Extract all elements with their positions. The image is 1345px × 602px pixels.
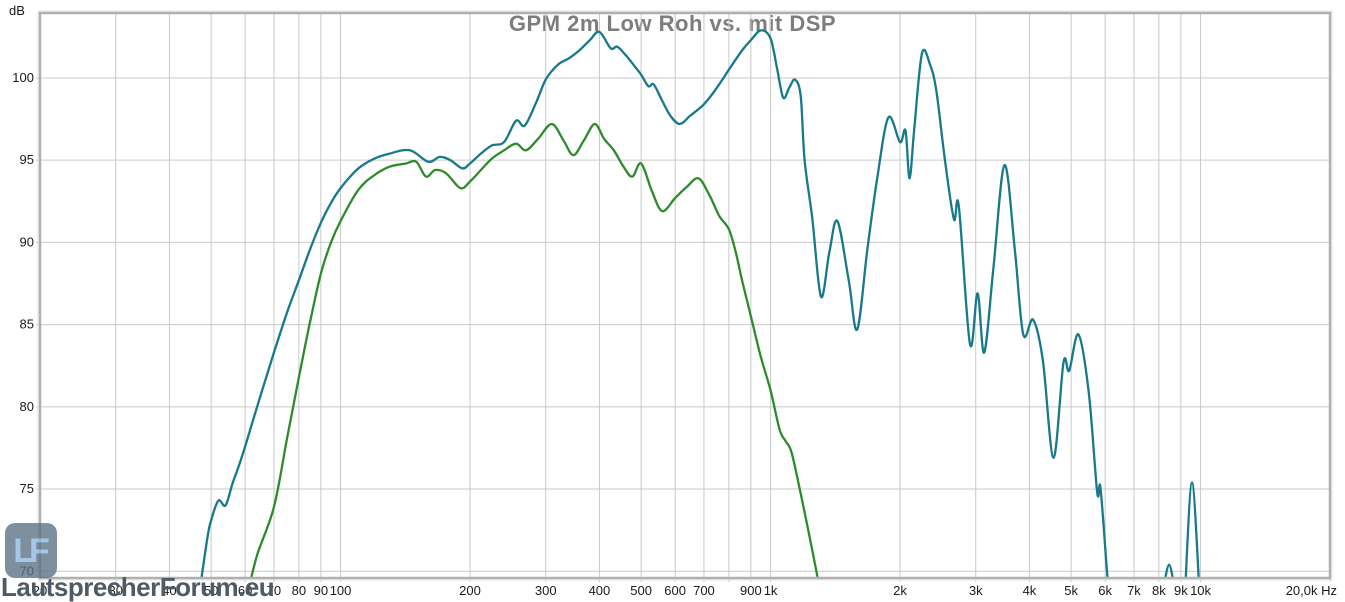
x-tick-label: 100 xyxy=(330,583,352,598)
x-tick-label: 40 xyxy=(162,583,176,598)
lautsprecherforum-logo: LF xyxy=(5,523,57,578)
x-tick-label: 300 xyxy=(535,583,557,598)
x-tick-label: 20,0k Hz xyxy=(1286,583,1337,598)
x-tick-label: 700 xyxy=(693,583,715,598)
x-tick-label: 3k xyxy=(969,583,983,598)
x-tick-label: 10k xyxy=(1190,583,1211,598)
x-tick-label: 5k xyxy=(1064,583,1078,598)
x-tick-label: 60 xyxy=(238,583,252,598)
y-tick-label: 80 xyxy=(20,399,34,414)
curve-mit-dsp xyxy=(1164,563,1174,578)
x-tick-label: 7k xyxy=(1127,583,1141,598)
x-tick-label: 500 xyxy=(630,583,652,598)
y-tick-label: 75 xyxy=(20,481,34,496)
logo-letters: LF xyxy=(13,532,49,570)
y-tick-label: 100 xyxy=(12,70,34,85)
y-tick-label: 95 xyxy=(20,152,34,167)
curve-mit-dsp xyxy=(1184,481,1200,578)
x-tick-label: 30 xyxy=(108,583,122,598)
curve-mit-dsp xyxy=(200,29,1109,578)
x-tick-label: 400 xyxy=(589,583,611,598)
x-tick-label: 6k xyxy=(1098,583,1112,598)
y-axis-unit-label: dB xyxy=(9,3,25,18)
chart-title: GPM 2m Low Roh vs. mit DSP xyxy=(508,11,837,36)
x-tick-label: 90 xyxy=(314,583,328,598)
x-tick-label: 20 xyxy=(33,583,47,598)
x-tick-label: 4k xyxy=(1023,583,1037,598)
x-tick-label: 70 xyxy=(267,583,281,598)
curve-low-roh xyxy=(249,122,819,578)
y-tick-label: 90 xyxy=(20,234,34,249)
x-tick-label: 600 xyxy=(664,583,686,598)
x-tick-label: 1k xyxy=(764,583,778,598)
y-tick-label: 85 xyxy=(20,317,34,332)
x-tick-label: 2k xyxy=(893,583,907,598)
x-tick-label: 8k xyxy=(1152,583,1166,598)
plot-frame xyxy=(38,11,1332,580)
x-tick-label: 80 xyxy=(292,583,306,598)
x-tick-label: 9k xyxy=(1174,583,1188,598)
x-tick-label: 900 xyxy=(740,583,762,598)
x-tick-label: 50 xyxy=(204,583,218,598)
plot-frame-bevel xyxy=(37,10,1333,581)
watermark-text: LautsprecherForum.eu xyxy=(1,572,275,602)
x-tick-label: 200 xyxy=(459,583,481,598)
